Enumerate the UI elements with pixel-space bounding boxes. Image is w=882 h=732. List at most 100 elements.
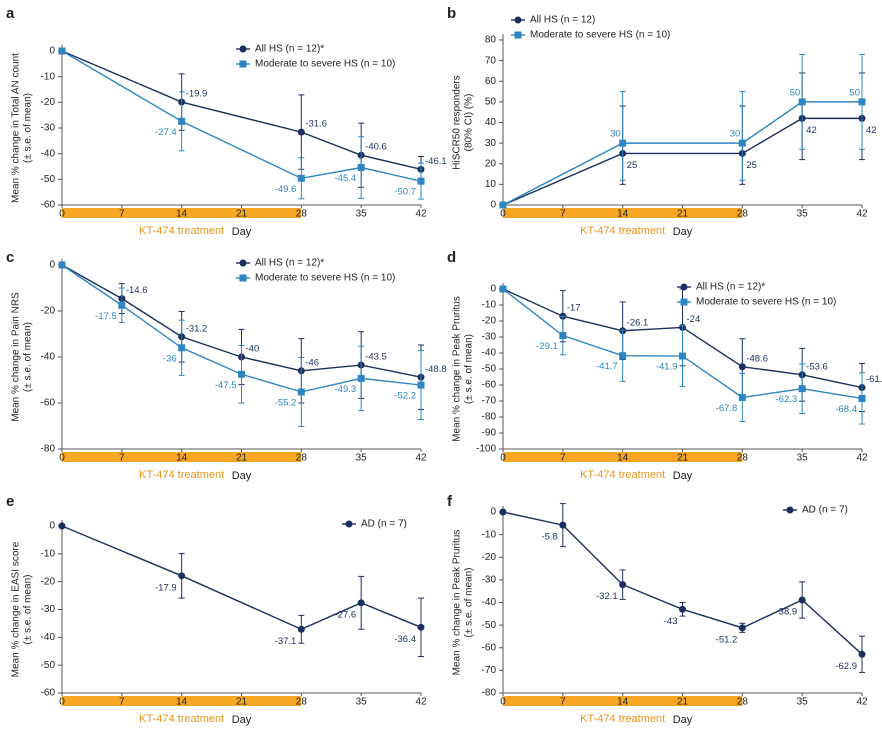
- legend-label: All HS (n = 12): [530, 15, 595, 26]
- marker: [357, 599, 365, 607]
- panel-letter: a: [6, 5, 15, 22]
- y-tick-label: -60: [41, 688, 56, 699]
- marker: [118, 301, 126, 309]
- y-tick-label: -60: [482, 642, 497, 653]
- y-axis-label: Mean % change in Total AN count: [11, 53, 22, 203]
- y-axis-label: (± s.e. of mean): [464, 568, 475, 638]
- marker: [679, 352, 686, 360]
- marker: [559, 521, 567, 529]
- marker: [178, 117, 186, 125]
- y-tick-label: 80: [485, 35, 497, 46]
- x-tick-label: 35: [797, 209, 809, 220]
- x-tick-label: 42: [415, 453, 427, 464]
- data-label: -46: [305, 357, 319, 368]
- legend-marker: [239, 274, 247, 282]
- x-tick-label: 21: [677, 209, 689, 220]
- x-tick-label: 0: [59, 453, 65, 464]
- marker: [858, 394, 866, 402]
- x-tick-label: 14: [617, 453, 629, 464]
- x-tick-label: 14: [176, 697, 188, 708]
- y-tick-label: 0: [490, 284, 496, 295]
- y-tick-label: -80: [482, 688, 497, 699]
- y-axis-label: (80% CI) (%): [464, 94, 475, 152]
- data-label: -40.6: [365, 142, 387, 153]
- data-label: -62.9: [835, 661, 857, 672]
- legend-label: All HS (n = 12)*: [255, 44, 324, 55]
- panel-letter: e: [6, 493, 14, 510]
- x-tick-label: 0: [500, 697, 506, 708]
- data-label: -55.2: [275, 397, 297, 408]
- marker: [58, 47, 66, 55]
- x-tick-label: 7: [119, 697, 125, 708]
- treatment-label: KT-474 treatment: [139, 713, 224, 725]
- y-tick-label: 0: [49, 46, 55, 57]
- data-label: -62.3: [776, 394, 798, 405]
- y-tick-label: 0: [49, 260, 55, 271]
- x-tick-label: 28: [737, 453, 749, 464]
- x-axis-label: Day: [232, 470, 252, 482]
- y-tick-label: -10: [41, 71, 56, 82]
- data-label: -51.2: [716, 634, 738, 645]
- marker: [297, 388, 305, 396]
- treatment-label: KT-474 treatment: [139, 469, 224, 481]
- data-label: -36: [163, 353, 177, 364]
- data-label: -40: [246, 344, 260, 355]
- legend-marker: [239, 259, 247, 267]
- data-label: -49.6: [275, 184, 297, 195]
- data-label: 30: [730, 129, 741, 140]
- x-tick-label: 35: [797, 697, 809, 708]
- data-label: -68.4: [835, 404, 857, 415]
- x-axis-label: Day: [673, 714, 693, 726]
- data-label: -31.2: [186, 323, 208, 334]
- treatment-bar: [503, 208, 743, 218]
- y-tick-label: 0: [490, 507, 496, 518]
- data-label: 25: [746, 160, 757, 171]
- data-label: -61.6: [866, 374, 882, 385]
- data-label: -27.4: [155, 127, 177, 138]
- data-label: -5.8: [541, 532, 557, 543]
- y-tick-label: -50: [41, 174, 56, 185]
- y-tick-label: 70: [485, 55, 497, 66]
- y-tick-label: -40: [41, 632, 56, 643]
- marker: [58, 522, 66, 530]
- y-axis-label: Mean % change in EASI score: [11, 541, 22, 677]
- legend-marker: [239, 45, 247, 53]
- x-tick-label: 7: [560, 697, 566, 708]
- marker: [58, 261, 66, 269]
- y-axis-label: HiSCR50 responders: [452, 75, 463, 170]
- data-label: -50.7: [394, 187, 416, 198]
- x-tick-label: 28: [296, 697, 308, 708]
- marker: [679, 605, 686, 613]
- marker: [417, 381, 425, 389]
- marker: [417, 177, 425, 185]
- x-tick-label: 7: [560, 209, 566, 220]
- y-tick-label: -70: [482, 665, 497, 676]
- marker: [499, 201, 507, 209]
- x-tick-label: 28: [296, 209, 308, 220]
- treatment-bar: [62, 696, 302, 706]
- panel: c Mean % change in Pain NRS (± s.e. of mea…: [6, 249, 447, 482]
- series-line: [61, 50, 422, 182]
- x-tick-label: 0: [59, 697, 65, 708]
- legend-marker: [680, 283, 688, 291]
- marker: [858, 650, 866, 658]
- legend-marker: [514, 16, 522, 24]
- legend-marker: [239, 60, 247, 68]
- x-tick-label: 35: [356, 697, 368, 708]
- y-axis-label: (± s.e. of mean): [464, 334, 475, 404]
- data-label: -46.1: [425, 156, 447, 167]
- data-label: -17.9: [155, 582, 177, 593]
- y-tick-label: -30: [41, 604, 56, 615]
- x-tick-label: 21: [236, 209, 248, 220]
- treatment-bar: [503, 696, 743, 706]
- y-axis-label: (± s.e. of mean): [23, 93, 34, 163]
- x-axis-label: Day: [232, 226, 252, 238]
- y-tick-label: -50: [41, 660, 56, 671]
- y-tick-label: -60: [41, 398, 56, 409]
- marker: [858, 98, 866, 106]
- x-tick-label: 14: [617, 209, 629, 220]
- legend-marker: [680, 298, 688, 306]
- y-tick-label: -10: [482, 300, 497, 311]
- data-label: -24: [687, 314, 701, 325]
